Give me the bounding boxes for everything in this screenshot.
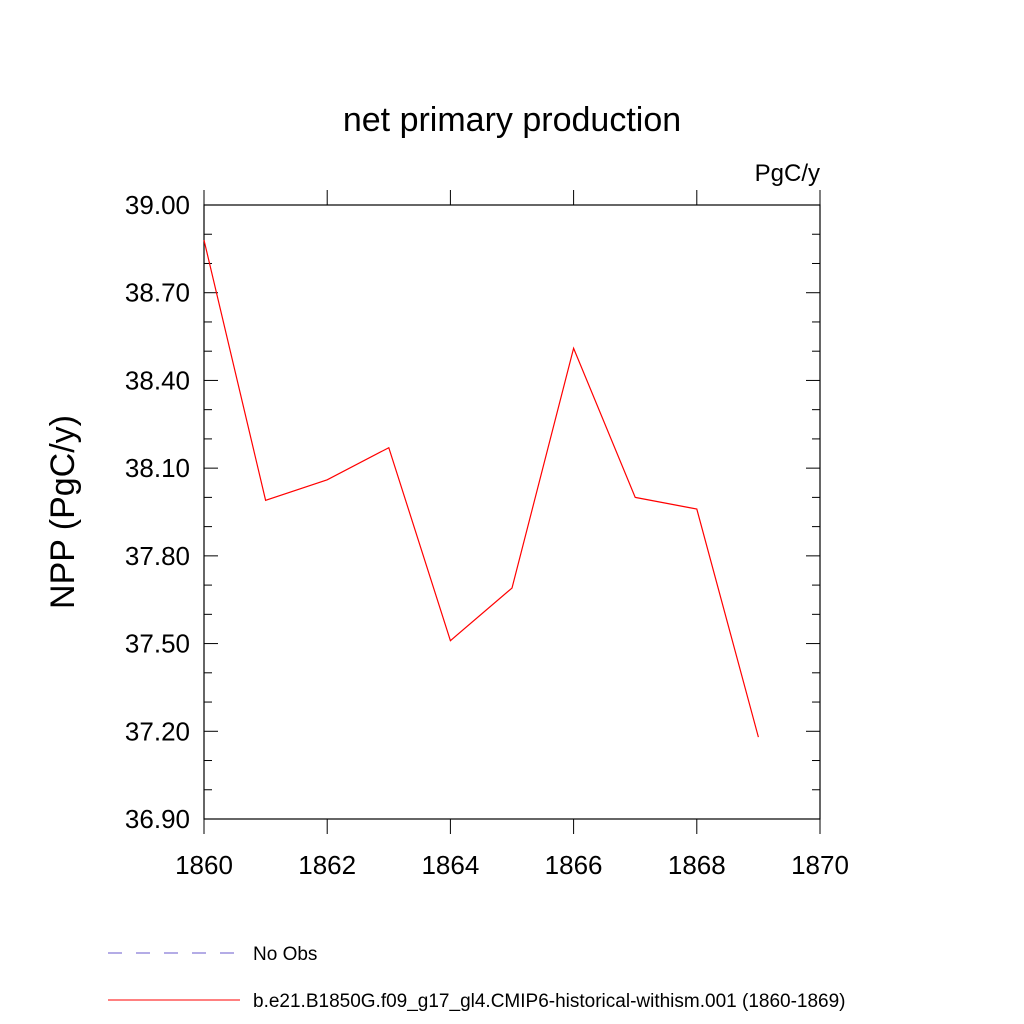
- data-point: [203, 239, 206, 242]
- data-point: [326, 478, 329, 481]
- series-layer: [203, 239, 760, 739]
- data-point: [387, 446, 390, 449]
- x-tick-label: 1860: [175, 850, 233, 880]
- units-label: PgC/y: [755, 160, 820, 187]
- axes: [203, 204, 821, 820]
- y-tick-label: 38.10: [125, 453, 190, 483]
- data-point: [634, 496, 637, 499]
- series-line: [203, 239, 759, 738]
- x-tick-label: 1870: [791, 850, 849, 880]
- x-tick-label: 1864: [421, 850, 479, 880]
- y-tick-label: 39.00: [125, 190, 190, 220]
- x-tick-label: 1866: [545, 850, 603, 880]
- data-point: [695, 508, 698, 511]
- x-tick-label: 1862: [298, 850, 356, 880]
- y-axis-label: NPP (PgC/y): [44, 415, 82, 609]
- y-tick-label: 37.50: [125, 629, 190, 659]
- y-tick-label: 38.40: [125, 365, 190, 395]
- ticks: [203, 190, 821, 834]
- data-point: [449, 639, 452, 642]
- data-point: [511, 587, 514, 590]
- legend-label-no-obs: No Obs: [253, 944, 317, 965]
- legend-label-model: b.e21.B1850G.f09_g17_gl4.CMIP6-historica…: [253, 991, 846, 1012]
- y-tick-label: 36.90: [125, 804, 190, 834]
- data-point: [572, 347, 575, 350]
- x-tick-label: 1868: [668, 850, 726, 880]
- legend: No Obs b.e21.B1850G.f09_g17_gl4.CMIP6-hi…: [108, 944, 846, 1012]
- y-tick-label: 37.80: [125, 541, 190, 571]
- data-point: [264, 499, 267, 502]
- data-point: [757, 736, 760, 739]
- y-tick-label: 37.20: [125, 716, 190, 746]
- chart-title: net primary production: [343, 101, 681, 139]
- y-tick-label: 38.70: [125, 278, 190, 308]
- y-tick-labels: 36.90 37.20 37.50 37.80 38.10 38.40 38.70 39.00: [125, 190, 190, 834]
- x-tick-labels: 1860 1862 1864 1866 1868 1870: [175, 850, 849, 880]
- plot-frame: [203, 204, 821, 820]
